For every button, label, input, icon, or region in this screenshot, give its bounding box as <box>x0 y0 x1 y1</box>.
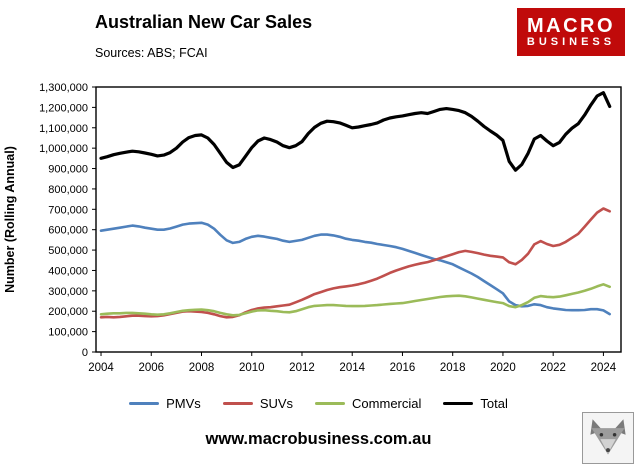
y-tick-label: 0 <box>82 347 88 359</box>
chart-title: Australian New Car Sales <box>95 12 313 32</box>
x-tick-label: 2008 <box>189 362 215 374</box>
y-tick-label: 700,000 <box>48 204 88 216</box>
chart-legend: PMVs SUVs Commercial Total <box>0 396 637 411</box>
x-tick-label: 2022 <box>540 362 566 374</box>
y-tick-label: 1,300,000 <box>39 82 88 94</box>
x-tick-label: 2012 <box>289 362 315 374</box>
y-tick-label: 1,200,000 <box>39 102 88 114</box>
y-tick-label: 600,000 <box>48 225 88 237</box>
y-tick-label: 200,000 <box>48 306 88 318</box>
y-tick-label: 1,100,000 <box>39 123 88 135</box>
fox-icon <box>590 419 626 455</box>
legend-item-suvs: SUVs <box>222 396 294 411</box>
y-tick-label: 500,000 <box>48 245 88 257</box>
legend-swatch <box>315 401 346 406</box>
chart-area: 0 100,000 200,000 300,000 400,000 500,000 600,… <box>0 70 637 390</box>
y-axis-title: Number (Rolling Annual) <box>3 146 17 293</box>
series-line-pmvs <box>99 221 612 316</box>
x-tick-label: 2010 <box>239 362 265 374</box>
x-tick-label: 2014 <box>339 362 365 374</box>
series-line-suvs <box>99 207 612 319</box>
y-tick-label: 100,000 <box>48 327 88 339</box>
x-tick-label: 2016 <box>390 362 416 374</box>
footer-url: www.macrobusiness.com.au <box>205 430 432 448</box>
series-line-total <box>99 91 612 172</box>
legend-swatch <box>443 401 474 406</box>
legend-item-pmvs: PMVs <box>129 396 201 411</box>
y-tick-label: 1,000,000 <box>39 143 88 155</box>
y-tick-label: 800,000 <box>48 184 88 196</box>
series-line-commercial <box>99 283 612 317</box>
legend-label: Total <box>480 396 508 411</box>
sources-label: Sources: ABS; FCAI <box>95 46 208 60</box>
x-tick-label: 2004 <box>88 362 114 374</box>
x-tick-label: 2018 <box>440 362 466 374</box>
x-tick-label: 2020 <box>490 362 516 374</box>
legend-label: SUVs <box>259 396 294 411</box>
x-tick-label: 2006 <box>138 362 164 374</box>
legend-label: PMVs <box>166 396 201 411</box>
logo-business-text: BUSINESS <box>526 36 616 48</box>
plot-frame <box>95 86 622 353</box>
legend-label: Commercial <box>352 396 422 411</box>
x-tick-label: 2024 <box>591 362 617 374</box>
y-tick-label: 900,000 <box>48 164 88 176</box>
y-tick-label: 300,000 <box>48 286 88 298</box>
macrobusiness-logo: MACRO BUSINESS <box>517 8 625 56</box>
legend-swatch <box>129 401 160 406</box>
fox-logo <box>582 412 634 464</box>
legend-item-commercial: Commercial <box>315 396 421 411</box>
logo-macro-text: MACRO <box>526 15 616 37</box>
y-tick-label: 400,000 <box>48 265 88 277</box>
legend-swatch <box>222 401 253 406</box>
chart-canvas: 0 100,000 200,000 300,000 400,000 500,000 600,… <box>3 82 622 374</box>
legend-item-total: Total <box>443 396 508 411</box>
